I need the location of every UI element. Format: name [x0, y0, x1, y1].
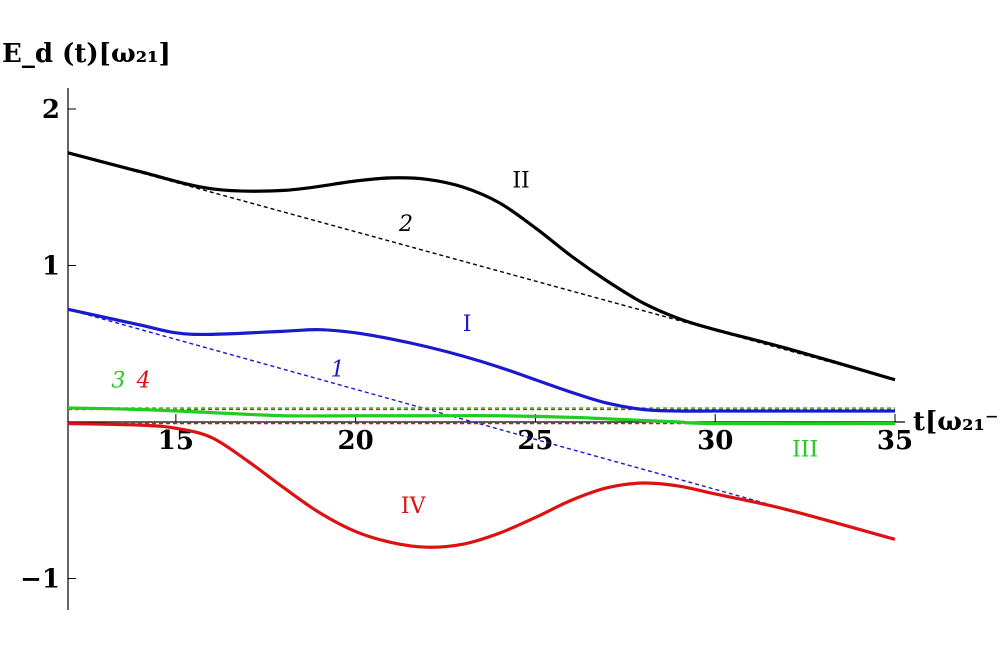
curve-label: IV	[401, 494, 427, 519]
x-tick-label: 25	[517, 426, 553, 456]
x-axis-label: t[ω₂₁⁻¹]	[913, 407, 1000, 437]
curve-label: III	[792, 437, 818, 462]
axes	[67, 88, 905, 610]
y-tick-label: 2	[42, 95, 60, 125]
x-tick-label: 35	[877, 426, 913, 456]
curve-label: I	[463, 312, 472, 337]
curve-label: 4	[136, 369, 151, 394]
y-axis-label: E_d (t)[ω₂₁]	[2, 39, 171, 69]
series-line-iii	[67, 406, 896, 426]
x-tick-label: 30	[697, 426, 733, 456]
annotation-layer: II 2 I 1 3 4 III IV	[111, 168, 818, 519]
series-line-i	[67, 307, 895, 413]
series-layer	[67, 151, 896, 549]
series-line-ii	[67, 151, 896, 382]
y-tick-label: −1	[20, 565, 60, 595]
curve-label: 2	[398, 212, 413, 237]
curve-label: 1	[331, 358, 345, 383]
curve-label: 3	[111, 369, 125, 394]
series-line-iv	[67, 421, 896, 549]
curve-label: II	[512, 168, 529, 193]
series-line-1-dashed	[67, 308, 896, 541]
x-tick-label: 20	[338, 426, 374, 456]
y-tick-label: 1	[42, 252, 60, 282]
